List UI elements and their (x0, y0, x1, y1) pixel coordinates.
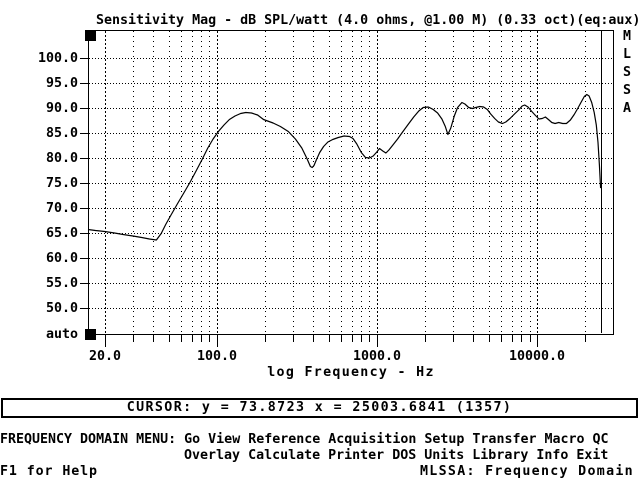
plot-border (88, 30, 614, 335)
menu-item-dos[interactable]: DOS (392, 448, 417, 463)
menu-item-library[interactable]: Library (472, 448, 529, 463)
range-marker-bottom-left (85, 329, 96, 340)
menu-item-calculate[interactable]: Calculate (248, 448, 321, 463)
mlssa-watermark-letter: S (623, 65, 631, 80)
y-tick-label: 75.0 (46, 176, 78, 191)
y-tick-label: 50.0 (46, 301, 78, 316)
menu-item-transfer[interactable]: Transfer (472, 432, 537, 447)
menu-item-reference[interactable]: Reference (248, 432, 321, 447)
menu-item-info[interactable]: Info (536, 448, 569, 463)
y-tick-label: 90.0 (46, 101, 78, 116)
frequency-response-chart: 20.0 100.0 1000.0 10000.0 100.0 95.0 90.0 85.0 8… (38, 29, 631, 380)
menu-item-acquisition[interactable]: Acquisition (328, 432, 417, 447)
y-tick-label: 70.0 (46, 201, 78, 216)
menu-item-go[interactable]: Go (184, 432, 201, 447)
mlssa-watermark-letter: L (623, 47, 631, 62)
help-hint: F1 for Help (0, 464, 98, 479)
y-tick-label: 55.0 (46, 276, 78, 291)
x-tick-label: 10000.0 (509, 349, 565, 364)
y-tick-label: 95.0 (46, 76, 78, 91)
menu-item-setup[interactable]: Setup (424, 432, 465, 447)
menu-items-row1: Go View Reference Acquisition Setup Tran… (176, 432, 608, 447)
menu-item-view[interactable]: View (208, 432, 241, 447)
menu-item-macro[interactable]: Macro (544, 432, 585, 447)
cursor-readout-box: CURSOR: y = 73.8723 x = 25003.6841 (1357… (1, 398, 638, 418)
response-curve (87, 93, 602, 241)
y-tick-label: 80.0 (46, 151, 78, 166)
range-marker-top-left (85, 30, 96, 41)
menu-prompt: FREQUENCY DOMAIN MENU: (0, 432, 177, 447)
menu-row-1: FREQUENCY DOMAIN MENU: Go View Reference… (0, 432, 609, 448)
mlssa-watermark-letter: M (623, 29, 631, 44)
menu-item-exit[interactable]: Exit (576, 448, 609, 463)
x-tick-label: 1000.0 (353, 349, 401, 364)
mode-indicator: MLSSA: Frequency Domain (419, 464, 634, 479)
cursor-readout-text: CURSOR: y = 73.8723 x = 25003.6841 (1357… (126, 400, 513, 415)
menu-row-2: Overlay Calculate Printer DOS Units Libr… (184, 448, 608, 464)
y-axis-auto-label: auto (46, 327, 78, 342)
menu-item-qc[interactable]: QC (592, 432, 609, 447)
menu-items-row2: Overlay Calculate Printer DOS Units Libr… (184, 448, 608, 463)
y-tick-label: 60.0 (46, 251, 78, 266)
x-tick-label: 20.0 (89, 349, 121, 364)
chart-title: Sensitivity Mag - dB SPL/watt (4.0 ohms,… (96, 13, 640, 28)
menu-item-overlay[interactable]: Overlay (184, 448, 241, 463)
y-tick-label: 65.0 (46, 226, 78, 241)
menu-item-printer[interactable]: Printer (328, 448, 385, 463)
y-tick-label: 100.0 (38, 51, 78, 66)
y-tick-label: 85.0 (46, 126, 78, 141)
mlssa-watermark-letter: S (623, 83, 631, 98)
menu-item-units[interactable]: Units (424, 448, 465, 463)
mlssa-watermark-letter: A (623, 101, 631, 116)
x-axis-title: log Frequency - Hz (267, 365, 435, 380)
x-tick-label: 100.0 (197, 349, 237, 364)
